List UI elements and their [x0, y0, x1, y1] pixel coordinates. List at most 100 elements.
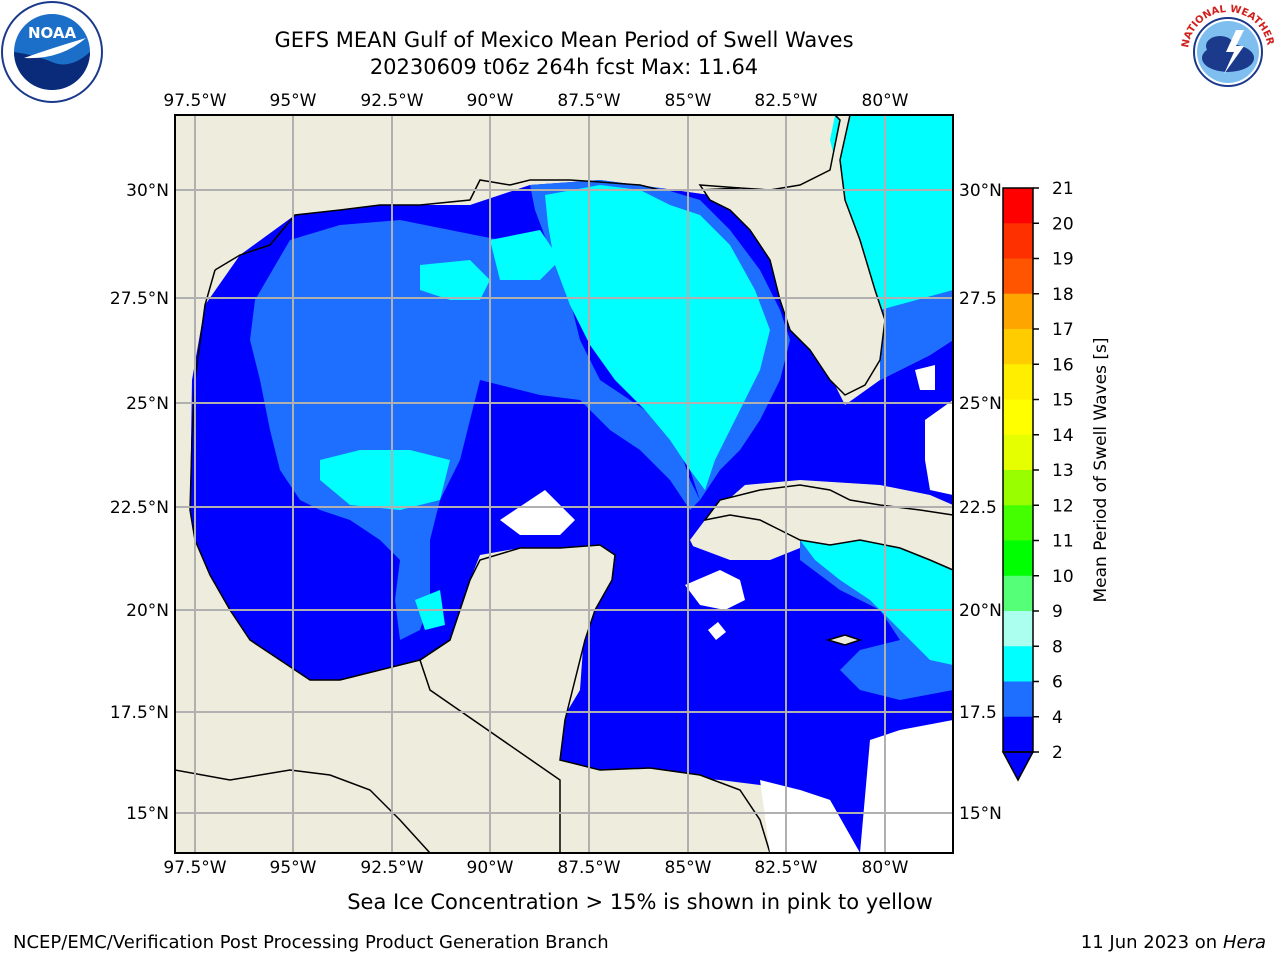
lon-label: 82.5°W	[754, 91, 817, 111]
lon-labels-top: 97.5°W 95°W 92.5°W 90°W 87.5°W 85°W 82.5…	[163, 91, 908, 111]
lon-label: 97.5°W	[163, 858, 226, 878]
colorbar: 21 20 19 18 17 16 15 14 13 12 11 10 9 8 6 4 2	[1001, 179, 1074, 782]
lon-label: 95°W	[270, 91, 317, 111]
colorbar-segment	[1003, 611, 1033, 647]
lat-label: 20°N	[959, 601, 1002, 621]
colorbar-tick-label: 12	[1052, 496, 1074, 516]
map-area	[175, 115, 953, 853]
map-grid	[175, 115, 953, 853]
colorbar-tick-label: 2	[1052, 743, 1063, 763]
lon-label: 92.5°W	[360, 858, 423, 878]
colorbar-segment	[1003, 681, 1033, 718]
colorbar-tick-label: 18	[1052, 285, 1074, 305]
colorbar-label: Mean Period of Swell Waves [s]	[1091, 338, 1111, 603]
lon-label: 80°W	[862, 858, 909, 878]
land-jamaica	[825, 634, 863, 646]
ocean-long-period-south	[415, 590, 445, 630]
ocean-mid-period-west	[250, 220, 700, 640]
lat-label: 15°N	[126, 804, 169, 824]
colorbar-segment	[1003, 329, 1033, 365]
colorbar-segment	[1003, 258, 1033, 295]
lat-label: 30°N	[126, 181, 169, 201]
ocean-gulf-base	[190, 180, 953, 853]
lon-label: 95°W	[270, 858, 317, 878]
ocean-mid-period-atlantic	[880, 280, 953, 380]
lon-label: 80°W	[862, 91, 909, 111]
colorbar-segment	[1003, 364, 1033, 400]
colorbar-segment	[1003, 399, 1033, 436]
ocean-long-period-ne	[490, 230, 560, 280]
land-cuba	[703, 484, 953, 571]
no-data-patch	[860, 720, 953, 853]
colorbar-segment	[1003, 716, 1033, 753]
lat-label: 17.5°N	[110, 703, 169, 723]
lat-labels-left: 30°N 27.5°N 25°N 22.5°N 20°N 17.5°N 15°N	[110, 181, 169, 824]
ocean-caribbean-base	[560, 540, 953, 853]
colorbar-segment	[1003, 575, 1033, 612]
ocean-long-period-caribbean	[800, 530, 953, 665]
colorbar-tick-label: 4	[1052, 708, 1063, 728]
ocean-long-period-north	[545, 185, 770, 490]
lon-label: 82.5°W	[754, 858, 817, 878]
ocean-long-period-central	[320, 450, 450, 510]
colorbar-tick-label: 14	[1052, 426, 1074, 446]
sea-ice-note: Sea Ice Concentration > 15% is shown in …	[347, 890, 933, 914]
lat-label: 22.5°N	[110, 498, 169, 518]
colorbar-segment	[1003, 540, 1033, 577]
ocean-long-period-nw	[420, 260, 490, 300]
lon-label: 85°W	[665, 91, 712, 111]
colorbar-extend-arrow	[1001, 751, 1035, 782]
lat-label: 22.5	[959, 498, 997, 518]
colorbar-tick-label: 16	[1052, 355, 1074, 375]
ocean-pacific-green	[175, 780, 340, 853]
no-data-patch	[500, 490, 575, 535]
ocean-pacific-light-green	[175, 770, 430, 853]
date-host-credit: 11 Jun 2023 on Hera	[1081, 932, 1266, 953]
lat-label: 30°N	[959, 181, 1002, 201]
chart-subtitle: 20230609 t06z 264h fcst Max: 11.64	[369, 55, 759, 79]
lat-label: 27.5	[959, 289, 997, 309]
noaa-logo: NOAA	[1, 1, 103, 103]
land-yucatan	[175, 544, 771, 853]
colorbar-tick-label: 10	[1052, 567, 1074, 587]
lon-label: 85°W	[665, 858, 712, 878]
land-mexico-west	[189, 269, 451, 681]
colorbar-frame	[1002, 187, 1034, 753]
ocean-mid-period-east	[800, 540, 953, 700]
lon-label: 97.5°W	[163, 91, 226, 111]
colorbar-tick-label: 17	[1052, 320, 1074, 340]
no-data-patch	[925, 400, 953, 495]
lat-label: 15°N	[959, 804, 1002, 824]
no-data-patch	[915, 365, 935, 390]
lat-labels-right: 30°N 27.5 25°N 22.5 20°N 17.5 15°N	[959, 181, 1002, 824]
colorbar-tick-label: 8	[1052, 637, 1063, 657]
land-us-gulf-coast	[214, 179, 741, 271]
on-word: on	[1194, 932, 1218, 953]
colorbar-segment	[1003, 470, 1033, 506]
colorbar-tick-label: 13	[1052, 461, 1074, 481]
no-data-patch	[760, 780, 860, 853]
map-frame	[174, 114, 954, 854]
credit-text: NCEP/EMC/Verification Post Processing Pr…	[13, 932, 609, 953]
land-florida	[698, 115, 953, 396]
lat-label: 25°N	[126, 394, 169, 414]
lat-label: 17.5	[959, 703, 997, 723]
chart-title: GEFS MEAN Gulf of Mexico Mean Period of …	[274, 28, 854, 52]
colorbar-segment	[1003, 505, 1033, 541]
lon-labels-bottom: 97.5°W 95°W 92.5°W 90°W 87.5°W 85°W 82.5…	[163, 858, 908, 878]
lat-label: 25°N	[959, 394, 1002, 414]
host-name: Hera	[1222, 932, 1266, 953]
noaa-logo-text: NOAA	[28, 24, 77, 42]
lon-label: 92.5°W	[360, 91, 423, 111]
colorbar-segment	[1003, 434, 1033, 471]
lat-label: 20°N	[126, 601, 169, 621]
colorbar-tick-label: 6	[1052, 673, 1063, 693]
colorbar-tick-label: 9	[1052, 602, 1063, 622]
lon-label: 87.5°W	[557, 91, 620, 111]
colorbar-tick-label: 15	[1052, 391, 1074, 411]
generation-date: 11 Jun 2023	[1080, 932, 1190, 953]
colorbar-segment	[1003, 646, 1033, 682]
colorbar-tick-label: 21	[1052, 179, 1074, 199]
colorbar-tick-label: 19	[1052, 250, 1074, 270]
land-background	[175, 115, 953, 853]
